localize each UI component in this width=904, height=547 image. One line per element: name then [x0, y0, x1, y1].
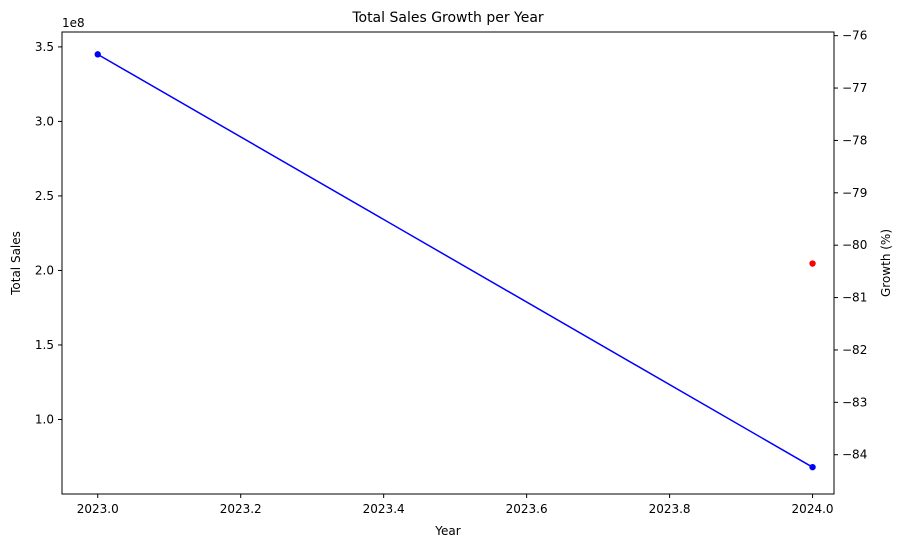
series-layer [94, 51, 816, 471]
series-0-point [809, 463, 816, 471]
y2-tick-label: −77 [842, 81, 867, 95]
y-axis-ticks: 1.0 1.5 2.0 2.5 3.0 3.5 [35, 40, 62, 426]
y-tick-label: 2.5 [35, 189, 54, 203]
x-tick-label: 2023.6 [506, 502, 548, 516]
y2-tick-label: −76 [842, 29, 867, 43]
y-axis-label: Total Sales [9, 231, 23, 296]
y2-tick-label: −80 [842, 238, 867, 252]
y-tick-label: 1.0 [35, 412, 54, 426]
y-tick-label: 3.5 [35, 40, 54, 54]
x-tick-label: 2023.0 [77, 502, 119, 516]
y2-tick-label: −81 [842, 291, 867, 305]
y2-tick-label: −82 [842, 343, 867, 357]
x-tick-label: 2024.0 [792, 502, 834, 516]
y2-tick-label: −83 [842, 395, 867, 409]
x-axis-label: Year [434, 524, 460, 538]
y2-tick-label: −78 [842, 133, 867, 147]
y-tick-label: 3.0 [35, 114, 54, 128]
series-1-point [809, 260, 816, 267]
y-tick-label: 1.5 [35, 338, 54, 352]
y2-tick-label: −79 [842, 186, 867, 200]
series-0-point [94, 51, 101, 58]
chart-title: Total Sales Growth per Year [351, 10, 544, 26]
y2-axis-ticks: −84 −83 −82 −81 −80 −79 −78 −77 −76 [834, 29, 867, 462]
plot-area-frame [61, 31, 835, 495]
series-0-line [97, 53, 813, 468]
y-tick-label: 2.0 [35, 263, 54, 277]
x-tick-label: 2023.8 [649, 502, 691, 516]
x-axis-ticks: 2023.0 2023.2 2023.4 2023.6 2023.8 2024.0 [77, 494, 834, 516]
y2-axis-label: Growth (%) [879, 229, 893, 297]
x-tick-label: 2023.2 [220, 502, 262, 516]
y-axis-offset-label: 1e8 [62, 16, 85, 30]
y2-tick-label: −84 [842, 448, 867, 462]
x-tick-label: 2023.4 [363, 502, 405, 516]
